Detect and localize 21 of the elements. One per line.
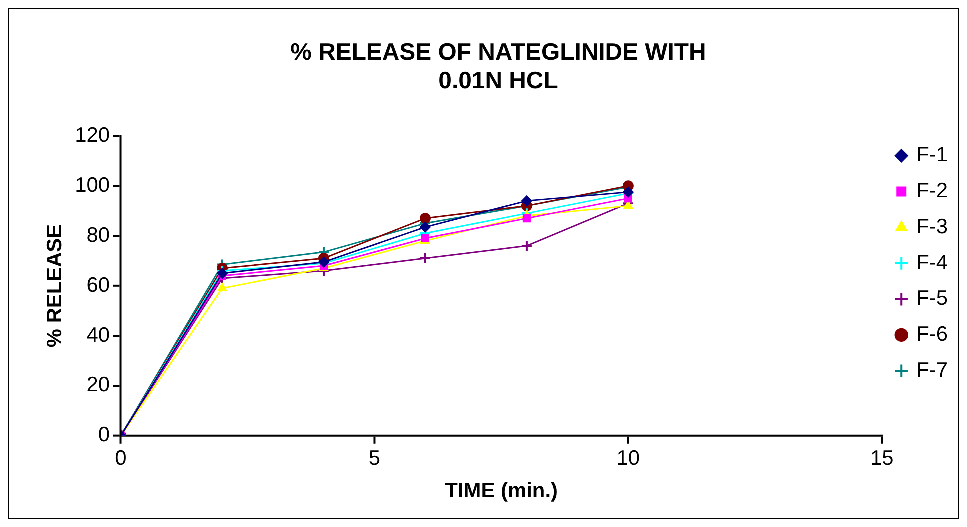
y-tick-label: 60 xyxy=(86,274,110,297)
legend-label: F-3 xyxy=(916,215,948,238)
x-tick-label: 10 xyxy=(616,447,640,470)
legend-label: F-5 xyxy=(916,287,948,310)
x-tick-label: 5 xyxy=(368,447,381,470)
legend-label: F-4 xyxy=(916,251,948,274)
y-tick-label: 120 xyxy=(75,124,110,147)
legend-label: F-2 xyxy=(916,180,948,203)
y-tick-label: 100 xyxy=(75,174,110,197)
y-tick-label: 0 xyxy=(98,424,110,447)
y-tick-label: 40 xyxy=(86,324,110,347)
chart-title: % RELEASE OF NATEGLINIDE WITH 0.01N HCL xyxy=(290,38,706,95)
x-axis-title: TIME (min.) xyxy=(445,479,558,502)
legend-label: F-1 xyxy=(916,144,948,167)
legend-label: F-7 xyxy=(916,358,948,382)
y-tick-label: 20 xyxy=(86,374,110,397)
x-tick-label: 15 xyxy=(870,447,894,470)
y-tick-label: 80 xyxy=(86,224,110,247)
x-tick-label: 0 xyxy=(115,447,127,470)
y-axis-title: % RELEASE xyxy=(43,224,66,348)
legend-label: F-6 xyxy=(916,323,948,346)
